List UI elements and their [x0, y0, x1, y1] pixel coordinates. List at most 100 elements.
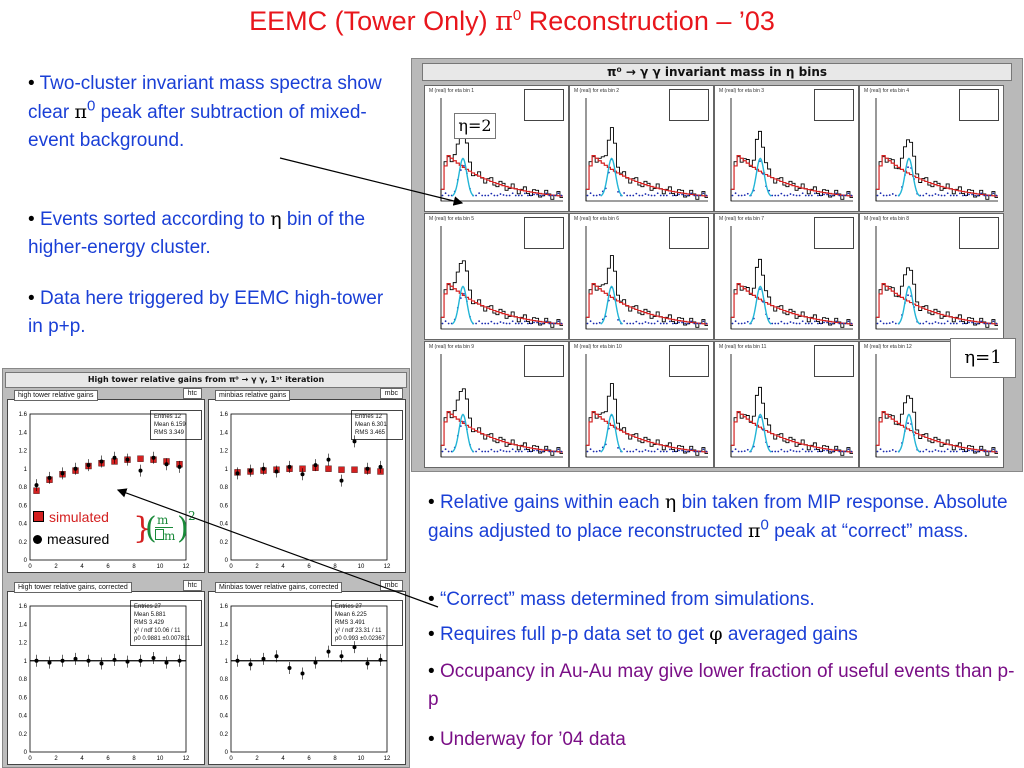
- signal-point: [888, 322, 891, 325]
- formula-denominator: m: [155, 529, 175, 543]
- x-tick-label: 6: [106, 756, 110, 762]
- signal-point: [737, 450, 740, 453]
- signal-point: [746, 448, 749, 451]
- signal-point: [517, 322, 520, 325]
- signal-point: [925, 320, 928, 323]
- signal-point: [774, 450, 777, 453]
- signal-point: [668, 320, 671, 323]
- corrected-point: [112, 657, 117, 662]
- signal-point: [968, 193, 970, 196]
- corrected-point: [378, 657, 383, 662]
- signal-point: [835, 320, 838, 323]
- signal-point: [656, 448, 659, 451]
- signal-point: [743, 322, 746, 324]
- eta-bin-panel-title: M (real) for eta bin 2: [574, 88, 620, 94]
- signal-point: [789, 449, 792, 451]
- corrected-point: [365, 661, 370, 666]
- y-tick-label: 0.4: [220, 522, 229, 528]
- corrected-point: [47, 660, 52, 665]
- signal-point: [838, 194, 841, 197]
- signal-point: [520, 194, 523, 197]
- eta-bin-panel-7: M (real) for eta bin 7: [714, 213, 859, 340]
- signal-point: [804, 194, 807, 197]
- eta-bin-stat-box: [524, 217, 564, 249]
- signal-point: [925, 448, 928, 451]
- x-tick-label: 4: [80, 756, 84, 762]
- signal-point: [502, 450, 505, 452]
- signal-point: [934, 449, 937, 451]
- signal-point: [971, 449, 973, 452]
- signal-point: [551, 322, 554, 325]
- peak-fit-curve: [600, 413, 623, 453]
- eta-bin-panel-11: M (real) for eta bin 11: [714, 341, 859, 468]
- mixed-event-histogram: [731, 283, 853, 325]
- signal-point: [441, 322, 444, 325]
- signal-point: [678, 321, 680, 324]
- measured-point: [151, 455, 156, 460]
- signal-point: [617, 318, 619, 321]
- signal-point: [780, 320, 783, 323]
- signal-point: [940, 194, 943, 197]
- signal-point: [668, 448, 671, 451]
- signal-point: [928, 194, 931, 197]
- signal-point: [829, 322, 832, 325]
- signal-point: [922, 450, 925, 453]
- signal-point: [958, 320, 961, 323]
- x-tick-label: 4: [80, 564, 84, 570]
- signal-point: [699, 450, 702, 453]
- signal-point: [801, 192, 804, 195]
- signal-point: [925, 192, 928, 195]
- measured-point: [326, 457, 331, 462]
- corrected-point: [86, 658, 91, 663]
- signal-point: [505, 322, 508, 325]
- eta-bin-panel-title: M (real) for eta bin 3: [719, 88, 765, 94]
- signal-point: [882, 194, 885, 197]
- signal-point: [820, 322, 822, 325]
- signal-point: [557, 192, 560, 195]
- signal-point: [527, 194, 529, 197]
- signal-point: [832, 450, 835, 453]
- corrected-point: [235, 658, 240, 663]
- signal-point: [891, 321, 894, 323]
- measured-point: [99, 459, 104, 464]
- signal-point: [974, 194, 977, 197]
- eta-bin-histogram: [730, 226, 853, 330]
- x-tick-label: 10: [157, 756, 164, 762]
- signal-point: [847, 192, 850, 195]
- signal-point: [955, 194, 958, 197]
- signal-point: [444, 320, 447, 323]
- eta-bin-panel-title: M (real) for eta bin 1: [429, 88, 475, 94]
- corrected-point: [300, 671, 305, 676]
- signal-point: [542, 450, 545, 453]
- signal-point: [533, 449, 535, 452]
- signal-point: [586, 322, 589, 325]
- signal-point: [508, 322, 511, 325]
- legend-simulated: simulated: [33, 509, 133, 525]
- signal-point: [623, 448, 626, 450]
- signal-point: [595, 322, 598, 325]
- measured-point: [73, 466, 78, 471]
- signal-point: [810, 450, 813, 453]
- signal-point: [820, 194, 822, 197]
- measured-point: [261, 466, 266, 471]
- mb-gains-stats: Entries 12 Mean 6.301 RMS 3.465: [351, 410, 403, 440]
- signal-point: [943, 194, 946, 197]
- signal-point: [731, 322, 734, 325]
- simulated-point: [325, 465, 332, 472]
- signal-point: [653, 194, 656, 197]
- signal-point: [635, 448, 638, 451]
- ht-gains-title: high tower relative gains: [14, 390, 98, 401]
- signal-point: [835, 448, 838, 451]
- signal-point: [699, 322, 702, 325]
- signal-point: [879, 448, 882, 451]
- corrected-point: [339, 654, 344, 659]
- y-tick-label: 1: [24, 659, 28, 665]
- peak-fit-curve: [600, 157, 623, 197]
- signal-point: [974, 322, 977, 325]
- signal-point: [496, 194, 499, 197]
- signal-point: [551, 450, 554, 453]
- signal-point: [484, 450, 487, 453]
- signal-point: [635, 192, 638, 195]
- mass-figure-banner: π⁰ → γ γ invariant mass in η bins: [422, 63, 1012, 81]
- eta-bin-stat-box: [814, 217, 854, 249]
